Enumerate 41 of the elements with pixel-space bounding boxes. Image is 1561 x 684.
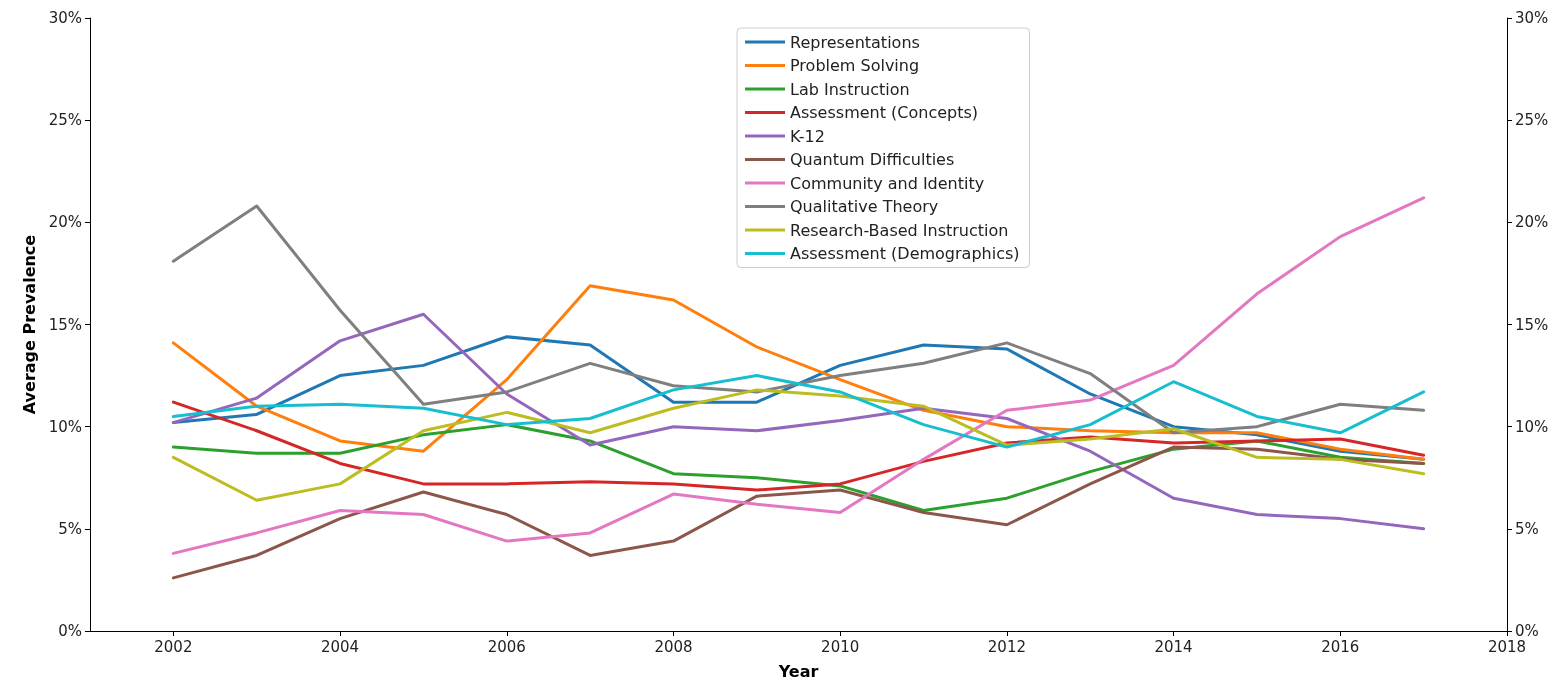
x-tick-label: 2018 [1487,637,1527,656]
y-tick-label: 10% [48,417,82,436]
legend-label: Assessment (Concepts) [790,103,979,122]
legend-label: Quantum Difficulties [790,150,955,169]
y-tick-label: 25% [48,111,82,130]
line-series [171,374,1426,449]
line-series [171,196,1426,555]
legend-label: Problem Solving [790,56,920,75]
y2-tick-label: 0% [1515,622,1539,640]
y2-tick-label: 5% [1515,519,1539,538]
line-series [171,400,1426,492]
y-tick-label: 15% [48,315,82,334]
legend-label: Qualitative Theory [790,197,939,216]
x-tick-label: 2014 [1154,637,1193,656]
line-series [171,445,1426,580]
y-tick-label: 0% [58,622,82,640]
line-series [171,312,1426,531]
x-tick-label: 2016 [1321,637,1360,656]
legend-label: Research-Based Instruction [790,220,1009,240]
x-tick-label: 2004 [320,637,360,656]
legend-label: Representations [790,32,920,52]
y2-tick-label: 20% [1515,213,1549,232]
x-tick-label: 2012 [987,637,1026,656]
legend-label: Assessment (Demographics) [790,244,1020,263]
y2-tick-label: 30% [1515,9,1549,27]
x-axis-title: Year [777,661,819,681]
y2-tick-label: 10% [1515,417,1549,436]
x-tick-label: 2006 [487,637,526,656]
legend-label: Lab Instruction [790,79,910,99]
y-axis-title: Average Prevalence [20,234,40,415]
y-tick-label: 30% [48,9,82,27]
x-tick-label: 2010 [821,637,860,656]
legend-label: Community and Identity [790,173,985,193]
x-tick-label: 2008 [654,637,693,656]
y-tick-label: 5% [58,519,82,538]
y2-tick-label: 25% [1515,111,1549,130]
line-series [171,388,1426,502]
y-tick-label: 20% [48,213,82,232]
legend-label: K-12 [790,126,825,146]
y2-tick-label: 15% [1515,315,1549,334]
x-tick-label: 2002 [154,637,193,656]
